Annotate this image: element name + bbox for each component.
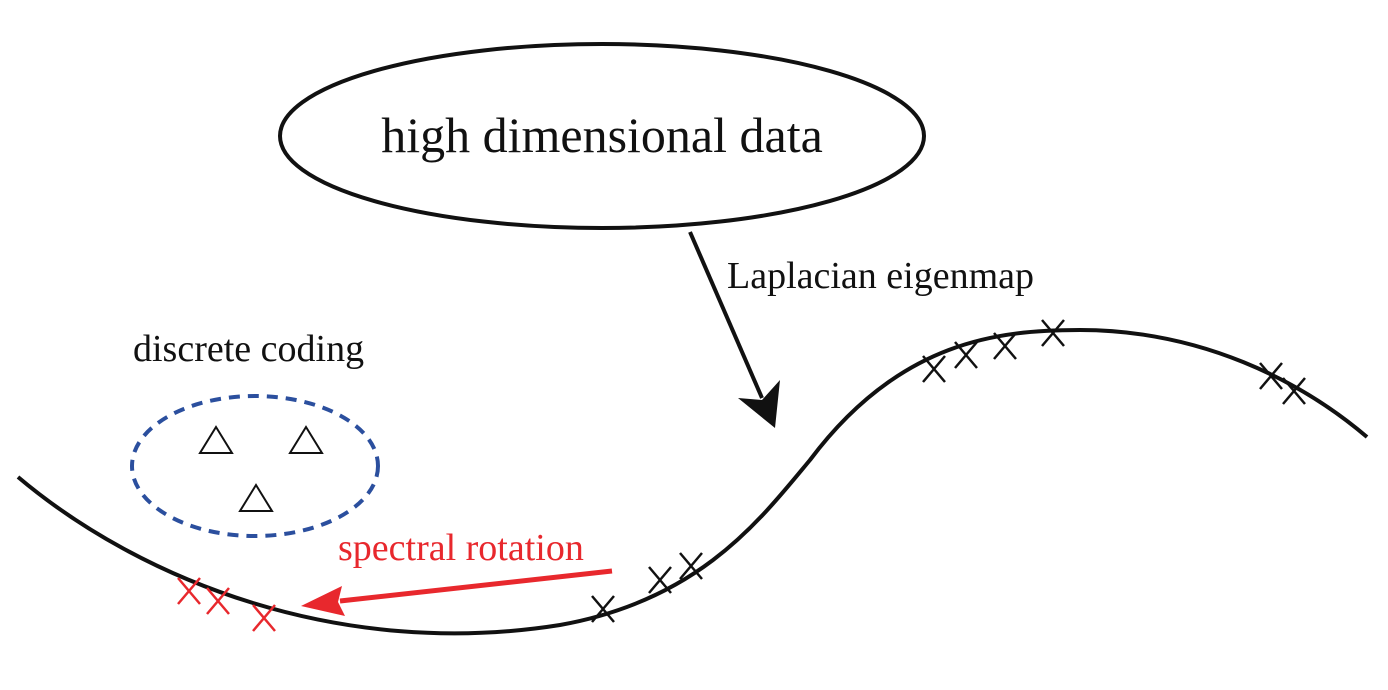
data-node-ellipse — [278, 42, 926, 230]
cross-marker-icon — [993, 332, 1017, 360]
triangle-symbol — [288, 425, 324, 454]
cross-marker-icon — [206, 587, 230, 615]
coding-region-boundary — [130, 394, 380, 538]
embedding-arrow: Laplacian eigenmap — [688, 231, 1034, 428]
cross-marker-icon — [648, 566, 672, 594]
cross-marker-icon — [591, 595, 615, 623]
cross-marker-icon — [1259, 362, 1283, 390]
coding-region: discrete coding — [130, 328, 380, 538]
embedding-arrow-label: Laplacian eigenmap — [727, 255, 1034, 297]
cross-marker-icon — [252, 604, 276, 632]
rotation-arrow-head — [301, 586, 345, 616]
cross-marker-icon — [922, 355, 946, 383]
cross-marker-icon — [1041, 319, 1065, 347]
cross-marker-icon — [679, 552, 703, 580]
embedding-arrow-head — [738, 380, 780, 428]
rotated-markers — [177, 577, 276, 632]
triangle-symbol — [198, 425, 234, 454]
data-node-label: high dimensional data — [381, 107, 823, 163]
coding-region-label: discrete coding — [133, 328, 364, 370]
manifold-curve — [16, 327, 1369, 636]
embedding-arrow-shaft — [688, 231, 764, 399]
embedded-markers — [591, 319, 1306, 623]
data-node: high dimensional data — [278, 42, 926, 230]
cross-marker-icon — [177, 577, 201, 605]
rotation-arrow-label: spectral rotation — [338, 527, 584, 569]
rotation-arrow-shaft — [339, 568, 613, 604]
cross-marker-icon — [954, 341, 978, 369]
triangle-symbol — [238, 483, 274, 512]
cross-marker-icon — [1282, 377, 1306, 405]
rotation-arrow: spectral rotation — [301, 527, 613, 616]
